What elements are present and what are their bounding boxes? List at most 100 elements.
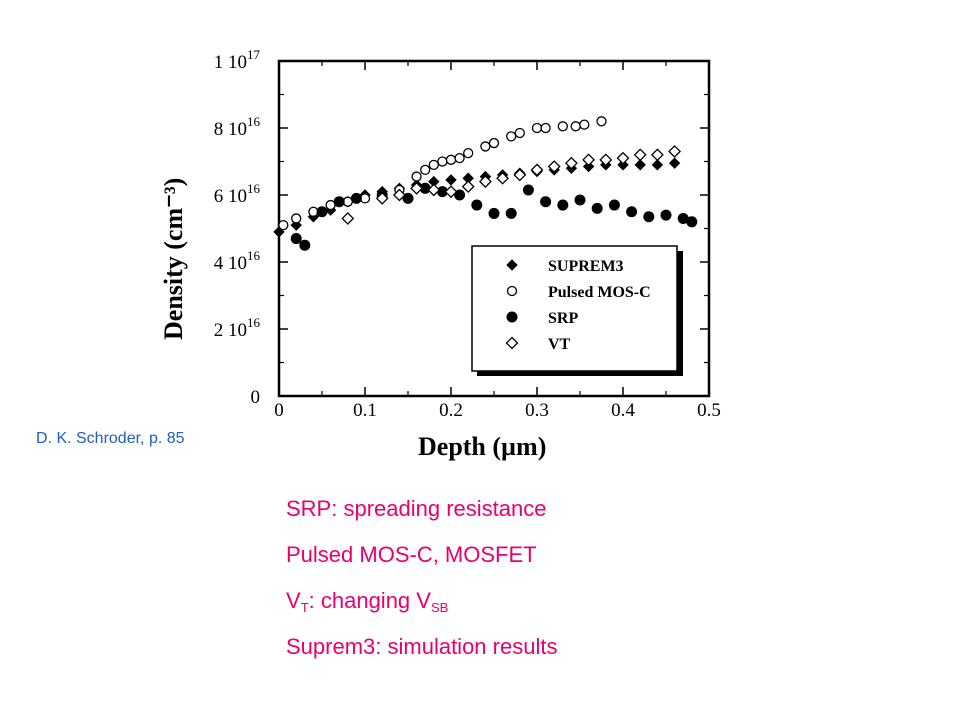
point-srp bbox=[686, 216, 698, 228]
legend-marker-suprem3 bbox=[506, 259, 518, 271]
point-vt bbox=[461, 180, 475, 194]
y-tick-labels: 0 2 1016 4 1016 6 1016 8 1016 1 1017 bbox=[214, 47, 261, 408]
point-vt bbox=[564, 156, 578, 170]
x-tick-label: 0.3 bbox=[525, 400, 549, 421]
x-tick-label: 0 bbox=[274, 400, 284, 421]
point-srp bbox=[402, 192, 414, 204]
y-tick-label: 2 1016 bbox=[214, 315, 261, 341]
note-vt: VT: changing VSB bbox=[286, 586, 557, 632]
point-vt bbox=[650, 148, 664, 162]
x-axis-title: Depth (µm) bbox=[418, 432, 546, 461]
point-srp bbox=[557, 199, 569, 211]
point-pulsed-mos-c bbox=[420, 164, 431, 176]
y-tick-label: 4 1016 bbox=[214, 248, 261, 274]
note-vt-sub: T bbox=[300, 600, 309, 615]
x-tick-label: 0.4 bbox=[611, 400, 635, 421]
point-vt bbox=[513, 168, 527, 182]
y-axis-title: Density (cm⁻³) bbox=[159, 178, 188, 340]
point-pulsed-mos-c bbox=[411, 171, 422, 182]
point-srp bbox=[540, 196, 552, 208]
point-pulsed-mos-c bbox=[579, 119, 590, 130]
point-pulsed-mos-c bbox=[540, 122, 551, 134]
point-vt bbox=[668, 145, 682, 158]
point-pulsed-mos-c bbox=[278, 219, 289, 231]
point-pulsed-mos-c bbox=[454, 152, 465, 164]
point-srp bbox=[505, 207, 517, 219]
legend: SUPREM3 Pulsed MOS-C SRP VT bbox=[471, 245, 683, 376]
point-pulsed-mos-c bbox=[445, 154, 457, 165]
legend-label-vt: VT bbox=[548, 336, 571, 353]
x-tick-label: 0.2 bbox=[439, 400, 463, 421]
point-srp bbox=[299, 239, 311, 251]
legend-label-pulsed-mos-c: Pulsed MOS-C bbox=[548, 284, 651, 301]
point-suprem3 bbox=[445, 174, 457, 186]
point-pulsed-mos-c bbox=[437, 156, 448, 167]
legend-marker-srp bbox=[506, 311, 518, 323]
note-vt-sub2: SB bbox=[430, 600, 449, 615]
x-tick-label: 0.1 bbox=[353, 400, 377, 421]
legend-shadow-bottom bbox=[477, 371, 683, 376]
point-vt bbox=[547, 160, 561, 173]
y-tick-label: 8 1016 bbox=[214, 114, 261, 140]
method-notes: SRP: spreading resistance Pulsed MOS-C, … bbox=[286, 494, 557, 678]
note-vt-v: V bbox=[286, 588, 301, 613]
point-vt bbox=[633, 148, 647, 162]
point-vt bbox=[530, 163, 544, 177]
point-pulsed-mos-c bbox=[480, 141, 491, 152]
x-tick-label: 0.5 bbox=[697, 400, 721, 421]
point-srp bbox=[419, 182, 431, 194]
point-pulsed-mos-c bbox=[463, 147, 474, 159]
point-pulsed-mos-c bbox=[514, 127, 525, 139]
point-srp bbox=[626, 206, 638, 218]
point-srp bbox=[574, 194, 586, 206]
legend-marker-pulsed-mos-c bbox=[506, 285, 518, 297]
point-srp bbox=[471, 199, 483, 211]
point-srp bbox=[608, 199, 620, 211]
point-suprem3 bbox=[617, 159, 629, 171]
point-srp bbox=[290, 233, 302, 245]
point-vt bbox=[427, 183, 441, 197]
point-srp bbox=[316, 206, 328, 218]
point-suprem3 bbox=[634, 159, 646, 171]
point-srp bbox=[333, 196, 345, 208]
point-vt bbox=[496, 171, 510, 185]
point-pulsed-mos-c bbox=[531, 122, 543, 134]
point-srp bbox=[488, 207, 500, 219]
point-pulsed-mos-c bbox=[428, 159, 439, 171]
point-srp bbox=[436, 186, 448, 198]
point-srp bbox=[350, 192, 362, 204]
point-srp bbox=[660, 209, 672, 221]
note-srp: SRP: spreading resistance bbox=[286, 496, 547, 521]
tick-marks bbox=[278, 60, 710, 397]
point-vt bbox=[478, 175, 492, 189]
y-tick-label: 6 1016 bbox=[214, 181, 261, 207]
point-vt bbox=[616, 151, 630, 165]
point-pulsed-mos-c bbox=[570, 121, 581, 132]
data-markers bbox=[273, 116, 698, 251]
note-vt-mid: : changing V bbox=[308, 588, 431, 613]
point-pulsed-mos-c bbox=[596, 116, 607, 127]
point-vt bbox=[375, 191, 389, 205]
legend-markers bbox=[505, 259, 519, 350]
legend-label-srp: SRP bbox=[548, 310, 578, 327]
point-vt bbox=[392, 188, 406, 202]
y-tick-label: 1 1017 bbox=[214, 47, 261, 73]
point-vt bbox=[341, 212, 355, 225]
point-suprem3 bbox=[651, 159, 664, 171]
point-srp bbox=[677, 212, 689, 224]
y-tick-label: 0 bbox=[251, 387, 261, 408]
x-tick-labels: 0 0.1 0.2 0.3 0.4 0.5 bbox=[274, 400, 721, 421]
point-srp bbox=[643, 211, 655, 223]
point-pulsed-mos-c bbox=[557, 121, 568, 132]
point-vt bbox=[410, 181, 424, 195]
point-pulsed-mos-c bbox=[488, 137, 500, 149]
note-suprem: Suprem3: simulation results bbox=[286, 634, 558, 659]
point-srp bbox=[522, 184, 534, 196]
point-pulsed-mos-c bbox=[291, 213, 302, 224]
point-vt bbox=[444, 185, 458, 199]
note-pulsed: Pulsed MOS-C, MOSFET bbox=[286, 542, 537, 567]
point-suprem3 bbox=[582, 160, 595, 173]
legend-label-suprem3: SUPREM3 bbox=[548, 258, 624, 275]
point-srp bbox=[454, 189, 466, 201]
